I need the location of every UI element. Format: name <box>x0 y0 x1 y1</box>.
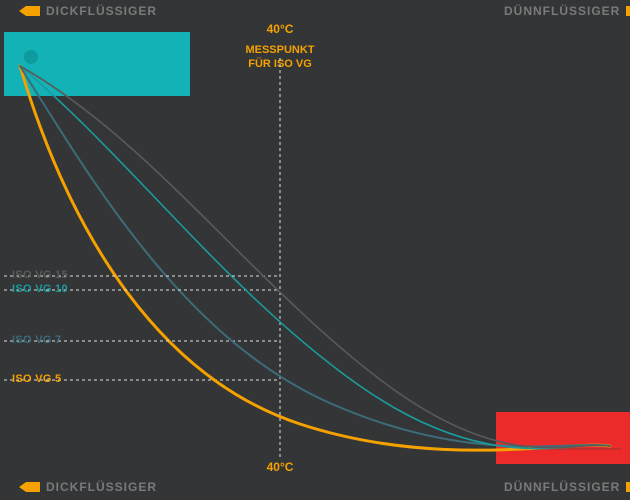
iso-label-5: ISO VG 5 <box>12 373 92 385</box>
iso-label-15: ISO VG 15 <box>12 269 92 281</box>
chart-svg <box>0 0 630 500</box>
viscosity-temperature-chart: { "layout": { "w": 630, "h": 500, "vline… <box>0 0 630 500</box>
iso-label-10: ISO VG 10 <box>12 283 92 295</box>
iso-label-7: ISO VG 7 <box>12 334 92 346</box>
